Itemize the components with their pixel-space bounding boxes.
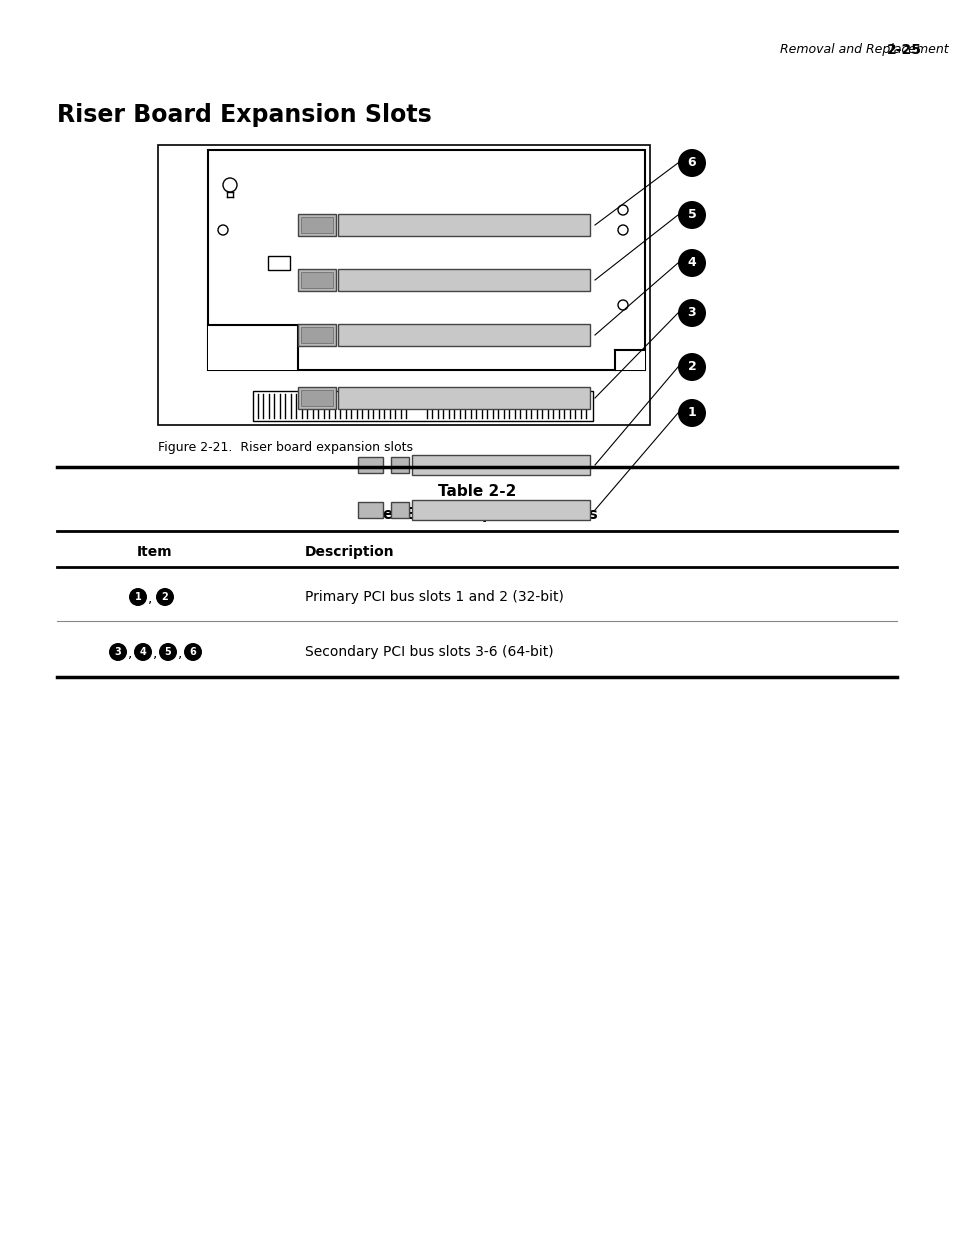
Circle shape xyxy=(678,149,705,177)
Circle shape xyxy=(678,299,705,327)
Bar xyxy=(412,454,589,475)
Circle shape xyxy=(678,201,705,228)
Text: 2-25: 2-25 xyxy=(886,43,921,57)
Text: 6: 6 xyxy=(687,157,696,169)
Text: Primary PCI bus slots 1 and 2 (32-bit): Primary PCI bus slots 1 and 2 (32-bit) xyxy=(305,590,563,604)
Bar xyxy=(253,391,593,421)
Circle shape xyxy=(678,399,705,427)
Text: 3: 3 xyxy=(114,647,121,657)
Bar xyxy=(301,327,333,343)
Bar xyxy=(301,390,333,406)
Bar xyxy=(337,387,589,409)
Text: ,: , xyxy=(128,646,132,659)
Text: 1: 1 xyxy=(134,592,141,601)
Text: 6: 6 xyxy=(190,647,196,657)
Circle shape xyxy=(159,643,177,661)
Circle shape xyxy=(678,249,705,277)
Circle shape xyxy=(184,643,202,661)
Bar xyxy=(268,256,290,270)
Text: 2: 2 xyxy=(687,361,696,373)
Bar xyxy=(615,350,644,370)
Text: 3: 3 xyxy=(687,306,696,320)
Bar xyxy=(301,217,333,233)
Circle shape xyxy=(109,643,127,661)
Text: ,: , xyxy=(177,646,182,659)
Circle shape xyxy=(133,643,152,661)
Bar xyxy=(297,269,335,291)
Text: Figure 2-21.  Riser board expansion slots: Figure 2-21. Riser board expansion slots xyxy=(158,441,413,453)
Text: 4: 4 xyxy=(687,257,696,269)
Text: Secondary PCI bus slots 3-6 (64-bit): Secondary PCI bus slots 3-6 (64-bit) xyxy=(305,645,553,659)
Circle shape xyxy=(618,205,627,215)
Bar xyxy=(357,501,382,517)
Bar xyxy=(158,144,649,425)
Text: Removal and Replacement Procedures: Removal and Replacement Procedures xyxy=(780,43,953,57)
Bar xyxy=(208,325,297,370)
Bar xyxy=(412,500,589,520)
Circle shape xyxy=(156,588,173,606)
Bar xyxy=(337,214,589,236)
Bar xyxy=(337,324,589,346)
Circle shape xyxy=(223,178,236,191)
Circle shape xyxy=(129,588,147,606)
Bar xyxy=(297,387,335,409)
Bar xyxy=(357,457,382,473)
Text: 5: 5 xyxy=(687,209,696,221)
Text: Riser Board Expansion Slots: Riser Board Expansion Slots xyxy=(356,508,597,522)
Text: Item: Item xyxy=(137,545,172,559)
Bar xyxy=(297,214,335,236)
Text: 4: 4 xyxy=(139,647,146,657)
Text: Description: Description xyxy=(305,545,395,559)
Text: ,: , xyxy=(152,646,157,659)
Bar xyxy=(391,457,409,473)
Circle shape xyxy=(678,353,705,382)
Circle shape xyxy=(618,225,627,235)
Bar xyxy=(297,324,335,346)
Text: 2: 2 xyxy=(161,592,168,601)
Text: Table 2-2: Table 2-2 xyxy=(437,484,516,499)
Text: 1: 1 xyxy=(687,406,696,420)
Text: ,: , xyxy=(148,592,152,605)
Text: Riser Board Expansion Slots: Riser Board Expansion Slots xyxy=(57,103,432,127)
Bar xyxy=(391,501,409,517)
Text: 5: 5 xyxy=(165,647,172,657)
Bar xyxy=(301,272,333,288)
Bar xyxy=(208,149,644,370)
Circle shape xyxy=(218,225,228,235)
Bar xyxy=(337,269,589,291)
Circle shape xyxy=(618,300,627,310)
